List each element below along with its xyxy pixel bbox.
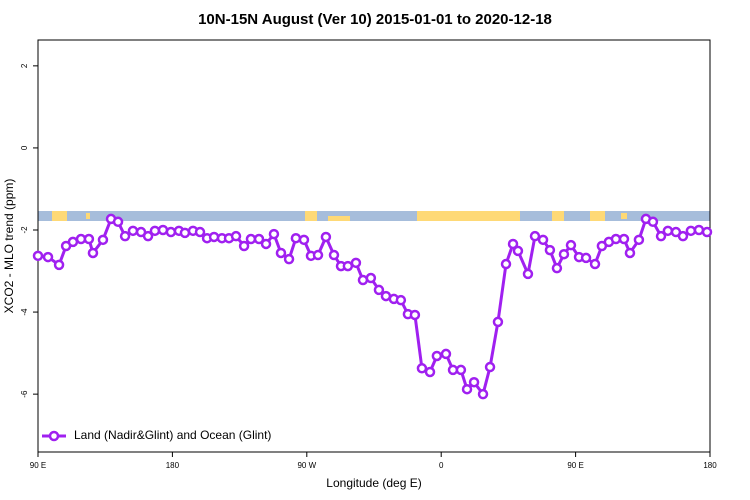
data-point [647,216,659,228]
data-point [194,226,206,238]
data-point [693,224,705,236]
data-point [624,247,636,259]
data-point [655,230,667,242]
data-point [618,233,630,245]
data-point [260,238,272,250]
data-point [97,234,109,246]
data-point [537,234,549,246]
data-point [395,294,407,306]
data-point [290,232,302,244]
data-point [477,388,489,400]
x-tick-label: 180 [703,461,717,470]
data-point [83,233,95,245]
data-point [373,284,385,296]
data-point [677,230,689,242]
land-mask-strip [38,211,710,221]
data-point [580,252,592,264]
x-tick-label: 180 [166,461,180,470]
data-point [455,364,467,376]
data-point [253,233,265,245]
data-point [230,230,242,242]
data-point [298,234,310,246]
data-point [165,226,177,238]
data-point [662,225,674,237]
x-axis-label: Longitude (deg E) [326,476,421,490]
y-tick-label: -2 [20,226,29,234]
data-point [589,258,601,270]
data-point [312,249,324,261]
x-tick-label: 90 E [30,461,46,470]
data-point [507,238,519,250]
data-point [558,248,570,260]
data-point [633,234,645,246]
data-point [149,225,161,237]
data-point [551,262,563,274]
data-point [328,249,340,261]
data-point [685,225,697,237]
data-point [350,257,362,269]
data-point [512,245,524,257]
y-tick-label: 2 [20,63,29,68]
y-axis-label: XCO2 - MLO trend (ppm) [2,179,16,314]
data-point [468,376,480,388]
data-point [529,230,541,242]
data-point [424,366,436,378]
data-point [484,361,496,373]
data-point [522,268,534,280]
data-point [119,230,131,242]
data-point [320,231,332,243]
chart-title: 10N-15N August (Ver 10) 2015-01-01 to 20… [198,11,552,28]
data-point [87,247,99,259]
data-point [365,272,377,284]
data-point [409,309,421,321]
data-point [544,244,556,256]
data-point [283,253,295,265]
data-point [245,233,257,245]
data-point [238,240,250,252]
data-point [268,228,280,240]
legend-label: Land (Nadir&Glint) and Ocean (Glint) [74,428,271,442]
x-tick-label: 90 W [297,461,316,470]
y-tick-label: -4 [20,308,29,316]
data-point [67,236,79,248]
data-point [492,316,504,328]
data-point [565,239,577,251]
data-point [32,250,44,262]
data-point [42,251,54,263]
data-point [142,230,154,242]
data-point [342,260,354,272]
y-tick-label: -6 [20,390,29,398]
data-point [461,383,473,395]
data-point [701,226,713,238]
x-tick-label: 0 [439,461,444,470]
y-tick-label: 0 [20,145,29,150]
data-point [431,350,443,362]
data-point [440,348,452,360]
data-point [127,225,139,237]
data-point [112,216,124,228]
data-point [208,231,220,243]
data-point [179,227,191,239]
x-tick-label: 90 E [567,461,583,470]
plot-frame [37,39,711,453]
data-point [500,258,512,270]
data-point [610,233,622,245]
data-point [53,259,65,271]
data-point [416,363,428,374]
legend-swatch-point [48,430,60,442]
data-point [275,247,287,259]
